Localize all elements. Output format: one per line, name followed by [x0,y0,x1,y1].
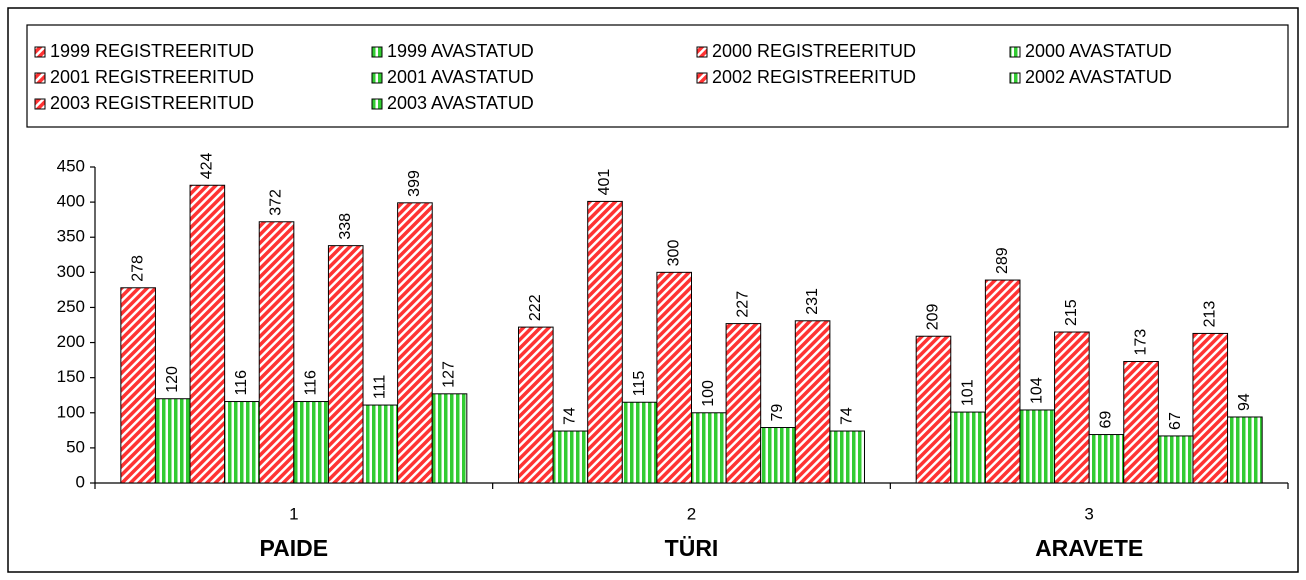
bar [431,393,468,484]
legend-swatch [371,98,383,110]
data-label: 127 [441,361,458,388]
x-tick-label: 3 [1084,504,1093,523]
data-label: 289 [994,247,1011,274]
data-label: 74 [562,407,579,425]
data-label: 222 [527,294,544,321]
bar [915,335,952,484]
data-label: 424 [199,152,216,179]
bar [794,320,831,484]
legend-swatch [371,46,383,58]
group-label: PAIDE [260,535,329,561]
data-label: 120 [164,366,181,393]
data-label: 100 [700,380,717,407]
data-label: 227 [735,291,752,318]
bar [552,430,589,484]
bar [293,401,329,484]
data-label: 300 [665,240,682,267]
bar [154,398,191,484]
x-tick-label: 1 [289,504,298,523]
legend-label: 2000 AVASTATUD [1025,41,1172,61]
legend-label: 2001 AVASTATUD [387,67,534,87]
data-label: 115 [631,371,648,397]
legend-label: 2002 AVASTATUD [1025,67,1172,87]
group-label: ARAVETE [1035,535,1143,561]
y-tick-label: 200 [57,332,85,351]
legend-label: 2002 REGISTREERITUD [712,67,916,87]
bar [1054,331,1090,484]
bar [760,427,796,484]
data-label: 213 [1201,301,1218,328]
bar [1157,435,1194,484]
y-tick-label: 0 [76,472,85,491]
x-tick-label: 2 [687,504,696,523]
bar [725,323,762,484]
legend-label: 2003 REGISTREERITUD [50,93,254,113]
data-label: 94 [1236,393,1253,411]
data-label: 215 [1063,299,1080,326]
legend-label: 2003 AVASTATUD [387,93,534,113]
data-label: 101 [959,379,976,406]
legend-label: 2000 REGISTREERITUD [712,41,916,61]
legend-swatch [696,46,708,58]
bar [587,200,623,484]
legend-swatch [696,72,708,84]
bar [1227,416,1263,484]
data-label: 231 [804,288,821,315]
legend-swatch [371,72,383,84]
legend-label: 1999 REGISTREERITUD [50,41,254,61]
legend-swatch [34,98,46,110]
y-tick-label: 250 [57,297,85,316]
data-label: 69 [1098,411,1115,429]
legend-swatch [34,72,46,84]
legend-label: 2001 REGISTREERITUD [50,67,254,87]
bar [691,412,727,484]
data-label: 79 [769,404,786,422]
y-tick-label: 100 [57,402,85,421]
y-tick-label: 150 [57,367,85,386]
bar [829,430,865,484]
legend-swatch [1009,46,1021,58]
bar [1088,434,1125,484]
bar [518,326,554,484]
y-tick-label: 350 [57,227,85,246]
data-label: 372 [268,189,285,216]
bar [1192,332,1229,484]
legend-box [26,24,1289,128]
group-label: TÜRI [665,535,719,561]
bar [1123,361,1159,484]
bar [327,245,364,484]
bar [621,401,658,484]
data-label: 338 [337,213,354,240]
bar [984,279,1021,484]
y-tick-label: 400 [57,192,85,211]
data-label: 399 [406,170,423,197]
data-label: 74 [838,407,855,425]
bar [120,287,156,484]
y-tick-label: 450 [57,156,85,175]
legend-label: 1999 AVASTATUD [387,41,534,61]
bar [189,184,226,484]
bar [362,404,399,484]
bar [1019,409,1056,484]
data-label: 111 [372,375,389,399]
bar [397,202,433,484]
bar [656,271,693,484]
data-label: 209 [925,303,942,330]
bar [224,401,260,484]
bar [258,221,295,484]
data-label: 278 [129,255,146,282]
data-label: 116 [302,370,319,396]
data-label: 401 [596,169,613,196]
y-tick-label: 300 [57,262,85,281]
data-label: 104 [1028,377,1045,404]
data-label: 67 [1167,412,1184,430]
y-tick-label: 50 [66,437,85,456]
bar [950,411,986,484]
legend-swatch [34,46,46,58]
data-label: 173 [1132,329,1149,356]
legend-swatch [1009,72,1021,84]
data-label: 116 [233,370,250,396]
